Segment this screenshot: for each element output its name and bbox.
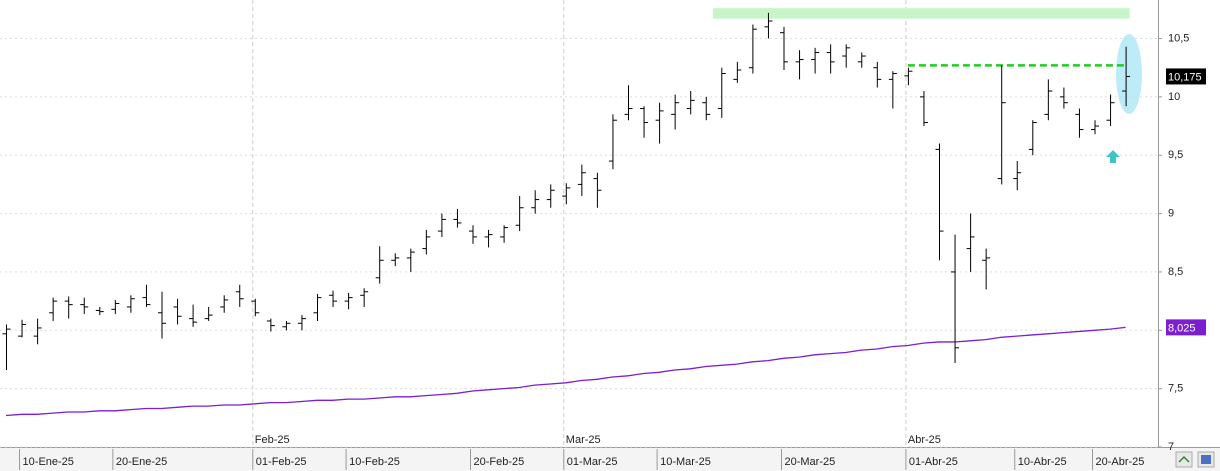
- ma-price-box: [1166, 319, 1206, 336]
- y-tick-label: 10,5: [1168, 32, 1189, 44]
- y-tick-label: 8,5: [1168, 266, 1183, 278]
- x-tick-label: 20-Abr-25: [1096, 456, 1145, 468]
- up-arrow: [1106, 150, 1120, 163]
- y-tick-label: 7,5: [1168, 383, 1183, 395]
- x-tick-label: 10-Mar-25: [660, 456, 711, 468]
- month-label: Feb-25: [255, 434, 290, 446]
- x-tick-label: 10-Abr-25: [1018, 456, 1067, 468]
- y-tick-label: 9,5: [1168, 149, 1183, 161]
- x-tick-label: 10-Ene-25: [23, 456, 74, 468]
- month-label: Mar-25: [566, 434, 601, 446]
- ma-price-label: 8,025: [1168, 322, 1196, 334]
- x-tick-label: 01-Abr-25: [909, 456, 958, 468]
- highlight-ellipse: [1116, 34, 1142, 114]
- y-tick-label: 9: [1168, 207, 1174, 219]
- x-tick-label: 10-Feb-25: [349, 456, 400, 468]
- save-icon: [1201, 455, 1211, 464]
- x-tick-label: 20-Mar-25: [785, 456, 836, 468]
- x-tick-label: 01-Mar-25: [567, 456, 618, 468]
- x-tick-label: 20-Feb-25: [474, 456, 525, 468]
- resistance-band: [712, 8, 1130, 19]
- y-tick-label: 7: [1168, 441, 1174, 453]
- zoom-icon: [1178, 455, 1190, 463]
- last-price-label: 10,175: [1168, 71, 1202, 83]
- plot-layer: 77,588,599,51010,510-Ene-2520-Ene-2501-F…: [0, 0, 1189, 470]
- moving-average: [5, 326, 1126, 417]
- last-price-box: [1166, 68, 1206, 85]
- bar-layer: 10,175 8,025: [2, 12, 1206, 370]
- x-tick-label: 01-Feb-25: [256, 456, 307, 468]
- y-tick-label: 10: [1168, 91, 1180, 103]
- x-axis-strip: [0, 448, 1220, 471]
- zoom-button[interactable]: [1175, 451, 1193, 468]
- month-label: Abr-25: [908, 434, 941, 446]
- x-tick-label: 20-Ene-25: [116, 456, 167, 468]
